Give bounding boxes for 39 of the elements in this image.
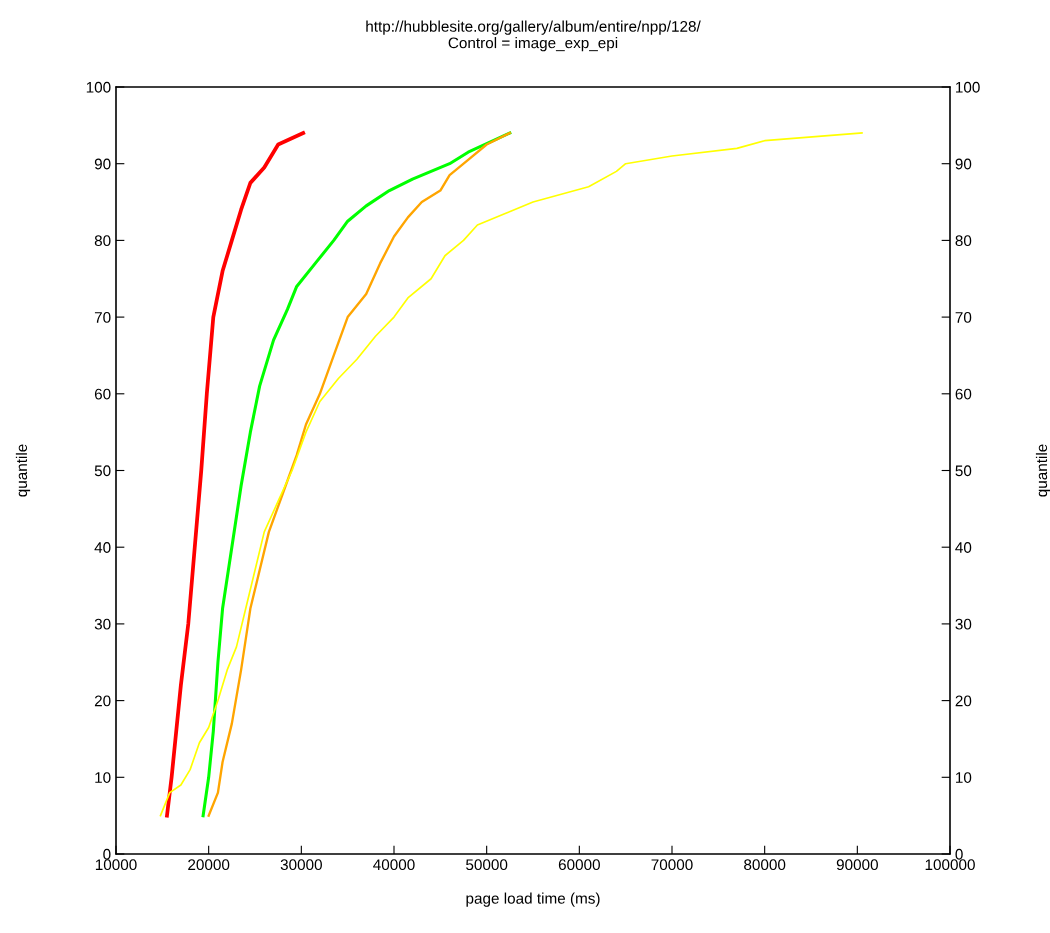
x-tick-label: 50000 (466, 859, 508, 871)
x-tick-label: 20000 (188, 859, 230, 871)
y-tick-label: 20 (94, 695, 111, 707)
y-tick-label: 70 (94, 311, 111, 323)
chart-subtitle: Control = image_exp_epi (448, 37, 618, 52)
y-tick-label: 30 (94, 618, 111, 630)
x-tick-label: 80000 (744, 859, 786, 871)
x-tick-label: 10000 (95, 859, 137, 871)
x-tick-label: 60000 (558, 859, 600, 871)
y2-tick-label: 30 (955, 618, 972, 630)
y2-tick-label: 90 (955, 158, 972, 170)
x-tick-label: 40000 (373, 859, 415, 871)
x-tick-label: 70000 (651, 859, 693, 871)
y-tick-label: 60 (94, 388, 111, 400)
y2-tick-label: 0 (955, 848, 963, 860)
y-tick-label: 90 (94, 158, 111, 170)
y-tick-label: 40 (94, 542, 111, 553)
x-tick-label: 90000 (836, 859, 878, 871)
line-series (165, 131, 306, 818)
y-tick-label: 80 (94, 235, 111, 247)
y-tick-label: 0 (103, 848, 111, 860)
line-series (159, 132, 863, 817)
y2-tick-label: 40 (955, 542, 972, 553)
chart-title: http://hubblesite.org/gallery/album/entire/npp/128/ (366, 20, 701, 35)
y2-tick-label: 60 (955, 388, 972, 400)
y2-tick-label: 20 (955, 695, 972, 707)
x-tick-label: 100000 (925, 859, 975, 871)
y-axis-title: quantile (15, 444, 31, 497)
y2-tick-label: 70 (955, 311, 972, 323)
y-tick-label: 50 (94, 465, 111, 477)
y2-tick-label: 100 (956, 81, 980, 93)
y2-tick-label: 80 (955, 235, 972, 247)
y2-axis-title: quantile (1035, 444, 1050, 497)
x-tick-label: 30000 (280, 859, 322, 871)
y-tick-label: 10 (95, 772, 111, 783)
x-axis-title: page load time (ms) (466, 892, 600, 907)
y2-tick-label: 50 (955, 465, 972, 477)
y-tick-label: 100 (86, 81, 111, 93)
y2-tick-label: 10 (956, 772, 972, 783)
